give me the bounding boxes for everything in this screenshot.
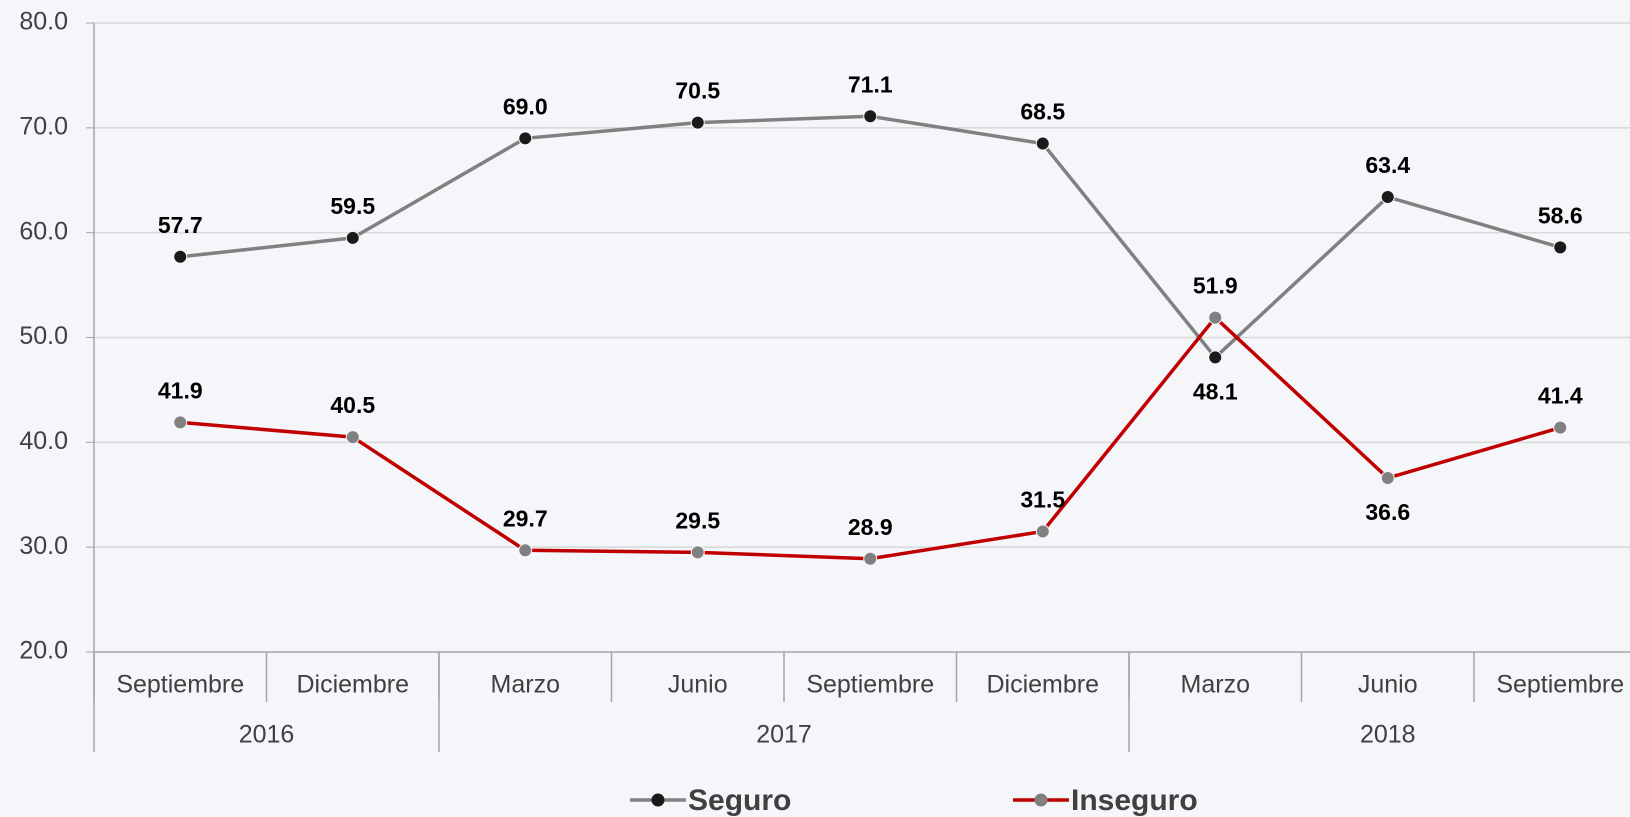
x-tick-label: Septiembre <box>116 671 244 699</box>
data-label: 29.5 <box>675 507 720 533</box>
data-point <box>345 230 360 245</box>
group-label: 2016 <box>239 721 295 749</box>
x-tick-label: Marzo <box>1181 671 1250 699</box>
data-label: 58.6 <box>1538 202 1583 228</box>
group-label: 2018 <box>1360 721 1416 749</box>
data-label: 68.5 <box>1020 99 1065 125</box>
group-label: 2017 <box>756 721 812 749</box>
data-point <box>1208 310 1223 325</box>
series-line <box>180 114 1561 360</box>
legend-label: Seguro <box>688 784 791 817</box>
x-tick-label: Marzo <box>491 671 560 699</box>
data-point <box>863 551 878 566</box>
y-tick-label: 60.0 <box>19 217 68 245</box>
data-point <box>1035 136 1050 151</box>
data-point <box>345 430 360 445</box>
data-label: 59.5 <box>330 193 375 219</box>
data-label: 71.1 <box>848 71 893 97</box>
data-point <box>1553 420 1568 435</box>
y-tick-label: 80.0 <box>19 8 68 36</box>
data-point <box>1208 350 1223 365</box>
legend-label: Inseguro <box>1071 784 1198 817</box>
data-point <box>173 249 188 264</box>
x-tick-label: Junio <box>1358 671 1418 699</box>
x-tick-label: Diciembre <box>296 671 409 699</box>
data-label: 41.9 <box>158 377 203 403</box>
y-tick-label: 40.0 <box>19 427 68 455</box>
data-label: 48.1 <box>1193 378 1238 404</box>
data-label: 57.7 <box>158 212 203 238</box>
x-tick-label: Septiembre <box>806 671 934 699</box>
data-point <box>690 545 705 560</box>
data-point <box>863 109 878 124</box>
y-tick-label: 20.0 <box>19 637 68 665</box>
y-tick-label: 50.0 <box>19 322 68 350</box>
data-point <box>1380 470 1395 485</box>
data-label: 41.4 <box>1538 383 1583 409</box>
data-label: 63.4 <box>1365 152 1410 178</box>
data-label: 40.5 <box>330 392 375 418</box>
data-point <box>173 415 188 430</box>
data-point <box>690 115 705 130</box>
x-tick-label: Septiembre <box>1496 671 1624 699</box>
y-tick-label: 70.0 <box>19 112 68 140</box>
data-label: 70.5 <box>675 78 720 104</box>
y-tick-label: 30.0 <box>19 532 68 560</box>
data-point <box>1380 190 1395 205</box>
legend-marker <box>651 793 665 807</box>
legend-marker <box>1034 793 1048 807</box>
data-label: 51.9 <box>1193 273 1238 299</box>
data-label: 36.6 <box>1365 499 1410 525</box>
data-label: 69.0 <box>503 93 548 119</box>
data-point <box>1553 240 1568 255</box>
data-label: 29.7 <box>503 505 548 531</box>
data-point <box>1035 524 1050 539</box>
data-label: 31.5 <box>1020 487 1065 513</box>
data-point <box>518 543 533 558</box>
data-point <box>518 131 533 146</box>
x-tick-label: Junio <box>668 671 728 699</box>
data-label: 28.9 <box>848 514 893 540</box>
x-tick-label: Diciembre <box>986 671 1099 699</box>
